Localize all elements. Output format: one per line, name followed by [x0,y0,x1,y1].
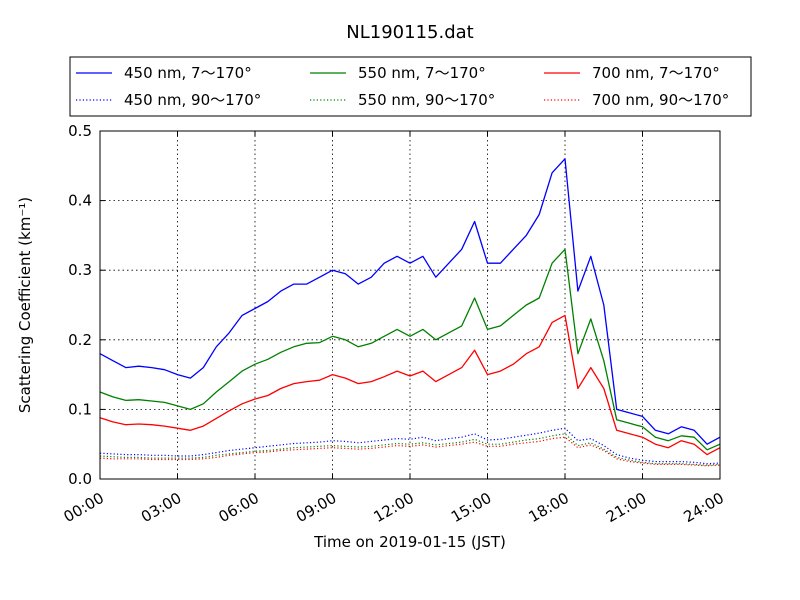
series-line-5 [99,436,721,467]
y-tick-label: 0.0 [68,470,92,488]
series-line-2 [99,314,721,456]
y-tick-label: 0.3 [68,261,92,279]
x-axis-label: Time on 2019-01-15 (JST) [313,533,506,551]
legend-label: 700 nm, 7～170° [592,64,720,82]
y-axis-label: Scattering Coefficient (km⁻¹) [16,197,34,413]
y-tick-label: 0.1 [68,400,92,418]
legend-label: 550 nm, 7～170° [358,64,486,82]
x-tick-label: 03:00 [138,489,184,526]
legend-label: 550 nm, 90～170° [358,91,495,109]
legend-label: 450 nm, 7～170° [124,64,252,82]
x-tick-label: 21:00 [603,489,649,526]
x-tick-label: 00:00 [61,489,107,526]
x-tick-label: 09:00 [293,489,339,526]
x-tick-label: 12:00 [371,489,417,526]
series-line-1 [99,248,721,451]
series-layer [99,158,721,467]
x-tick-label: 15:00 [448,489,494,526]
y-tick-label: 0.2 [68,331,92,349]
ticks: 00:00 03:00 06:00 09:00 12:00 15:00 18:00 21:00… [61,122,727,526]
chart-title: NL190115.dat [346,22,473,43]
legend-box [69,56,752,117]
plot-frame [99,130,721,480]
y-tick-label: 0.5 [68,122,92,140]
x-tick-label: 06:00 [216,489,262,526]
series-line-3 [99,427,721,465]
y-tick-label: 0.4 [68,192,92,210]
legend-label: 700 nm, 90～170° [592,91,729,109]
grid [100,131,720,479]
x-tick-label: 18:00 [526,489,572,526]
legend-label: 450 nm, 90～170° [124,91,261,109]
x-tick-label: 24:00 [681,489,727,526]
legend: 450 nm, 7～170° 550 nm, 7～170° 700 nm, 7～17… [69,56,752,117]
series-line-0 [99,158,721,445]
